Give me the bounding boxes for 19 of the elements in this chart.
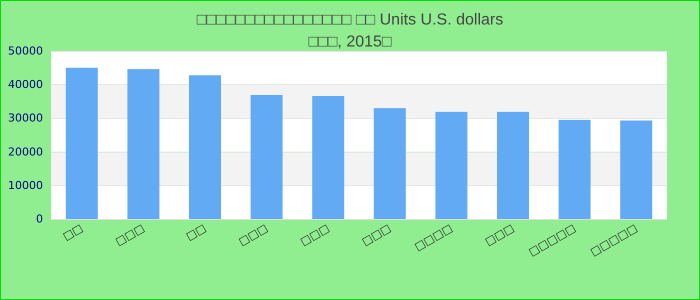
bar	[497, 112, 529, 219]
bar	[250, 95, 283, 219]
y-tick-label: 20000	[8, 145, 43, 158]
y-tick-label: 0	[36, 212, 43, 226]
bar	[312, 96, 344, 219]
bar	[435, 112, 468, 219]
bar	[374, 108, 406, 219]
y-tick-label: 50000	[8, 44, 43, 58]
bar	[127, 69, 160, 219]
bar	[66, 68, 98, 219]
x-tick-label: □□	[60, 221, 86, 244]
bar	[558, 120, 591, 219]
bar	[620, 120, 652, 219]
x-tick-label: □□	[184, 221, 208, 244]
y-tick-label: 40000	[8, 78, 43, 92]
y-tick-label: 30000	[8, 112, 43, 125]
bar	[189, 75, 221, 219]
y-tick-label: 10000	[8, 178, 43, 192]
chart-title: □□□□□□□□□□□□□□□□ □□ Units U.S. dollars □□□, 2015□	[196, 12, 504, 50]
